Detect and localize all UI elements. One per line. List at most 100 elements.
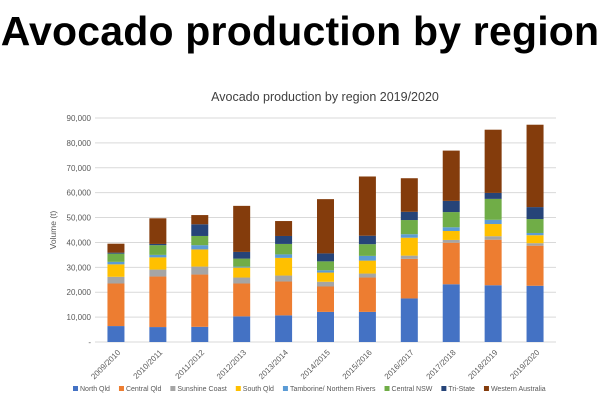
bar-segment-central-nsw [149, 245, 167, 255]
bar-segment-south-qld [442, 230, 460, 240]
bar-segment-western-australia [484, 129, 502, 193]
bar-segment-central-qld [317, 286, 334, 312]
bar-segment-western-australia [107, 243, 125, 253]
bar-segment-tamborine-northern-rivers [149, 254, 167, 258]
bar-segment-sunshine-coast [191, 266, 209, 275]
bar-segment-tamborine-northern-rivers [317, 270, 334, 273]
bar-segment-tri-state [149, 243, 167, 246]
bar-segment-south-qld [275, 257, 293, 276]
bar-segment-central-qld [149, 276, 167, 328]
x-axis-ticks: 2009/2010 2010/2011 2011/2012 2012/2013 2013… [89, 348, 542, 381]
bar-segment-central-qld [400, 258, 418, 299]
bar-segment-south-qld [233, 267, 251, 278]
legend: North Qld Central Qld Sunshine Coast South … [73, 386, 546, 393]
bar-segment-south-qld [526, 235, 544, 244]
bar-segment-central-nsw [191, 235, 209, 246]
bar-segment-south-qld [358, 260, 376, 274]
bar-segment-tamborine-northern-rivers [526, 232, 544, 236]
bar-segment-sunshine-coast [358, 273, 376, 278]
bar-segment-north-qld [191, 326, 209, 342]
bar-segment-sunshine-coast [484, 236, 502, 240]
legend-label: Sunshine Coast [177, 386, 226, 393]
legend-swatch [170, 386, 176, 391]
legend-label: Tri-State [448, 386, 475, 393]
x-tick-label: 2019/2020 [508, 348, 541, 381]
bar-segment-tri-state [400, 211, 418, 221]
bar-segment-south-qld [317, 272, 334, 282]
bar-segment-central-nsw [317, 261, 334, 271]
bar-segment-north-qld [275, 315, 293, 342]
bar-segment-tamborine-northern-rivers [275, 254, 293, 258]
bar-segment-tamborine-northern-rivers [484, 219, 502, 225]
bar-segment-south-qld [149, 257, 167, 270]
bar-segment-north-qld [317, 311, 334, 342]
bar-segment-north-qld [400, 298, 418, 342]
bar-segment-central-nsw [275, 243, 293, 255]
bar-segment-tamborine-northern-rivers [107, 261, 125, 265]
bar-segment-central-qld [191, 274, 209, 327]
bar-segment-central-qld [233, 283, 251, 317]
y-tick-label: 20,000 [67, 288, 92, 297]
y-tick-label: 70,000 [67, 164, 92, 173]
y-tick-label: 40,000 [67, 238, 92, 247]
bar-segment-central-qld [107, 283, 125, 327]
legend-swatch [282, 386, 288, 391]
bar-segment-north-qld [484, 285, 502, 342]
bar-segment-central-qld [358, 277, 376, 312]
x-tick-label: 2014/2015 [299, 348, 332, 381]
bar-segment-tamborine-northern-rivers [400, 234, 418, 238]
x-tick-label: 2018/2019 [466, 348, 499, 381]
bar-segment-sunshine-coast [275, 275, 293, 282]
y-axis-ticks: - 10,000 20,000 30,000 40,000 50,000 60,000 70,… [67, 114, 92, 347]
bar-segment-western-australia [526, 124, 544, 208]
legend-swatch [73, 386, 78, 391]
legend-label: Central Qld [126, 386, 162, 393]
bar-segment-north-qld [442, 284, 460, 342]
bar-segment-central-nsw [484, 198, 502, 220]
bar-segment-central-qld [275, 281, 293, 316]
legend-swatch [384, 386, 390, 391]
bar-segment-tri-state [275, 235, 293, 244]
x-tick-label: 2011/2012 [173, 348, 206, 381]
legend-label: South Qld [243, 386, 274, 393]
bar-segment-sunshine-coast [400, 255, 418, 259]
y-tick-label: 30,000 [67, 263, 92, 272]
x-tick-label: 2010/2011 [132, 348, 165, 381]
legend-swatch [441, 386, 447, 391]
bar-segment-sunshine-coast [317, 281, 334, 287]
bar-segment-western-australia [233, 205, 251, 252]
bar-segment-central-nsw [400, 220, 418, 235]
bar-segment-tamborine-northern-rivers [191, 245, 209, 250]
legend-label: Tamborine/ Northern Rivers [290, 386, 376, 393]
bar-segment-sunshine-coast [526, 243, 544, 246]
x-tick-label: 2015/2016 [341, 348, 374, 381]
bar-segment-tamborine-northern-rivers [358, 255, 376, 261]
bar-segment-north-qld [149, 327, 167, 342]
bar-segment-western-australia [191, 215, 209, 225]
bar-segment-tri-state [442, 200, 460, 213]
bar-segment-western-australia [442, 150, 460, 201]
legend-label: Western Australia [491, 386, 546, 393]
bar-segment-central-nsw [358, 244, 376, 256]
y-tick-label: - [88, 338, 91, 347]
bar-segment-north-qld [233, 316, 251, 342]
bar-segment-tamborine-northern-rivers [233, 266, 251, 268]
x-tick-label: 2012/2013 [215, 348, 248, 381]
bar-segment-south-qld [191, 249, 209, 267]
y-tick-label: 60,000 [67, 189, 92, 198]
bar-segment-north-qld [526, 285, 544, 342]
x-tick-label: 2016/2017 [383, 348, 416, 381]
slide-title: Avocado production by region [0, 8, 600, 54]
legend-label: Central NSW [392, 386, 433, 393]
bar-segment-central-qld [484, 239, 502, 286]
bars [107, 124, 544, 342]
bar-segment-central-qld [442, 242, 460, 285]
bar-segment-central-nsw [526, 219, 544, 233]
bar-segment-tri-state [484, 192, 502, 199]
bar-segment-sunshine-coast [442, 239, 460, 243]
bar-segment-north-qld [107, 326, 125, 342]
x-tick-label: 2017/2018 [425, 348, 458, 381]
bar-segment-tamborine-northern-rivers [442, 227, 460, 231]
bar-segment-south-qld [107, 264, 125, 277]
